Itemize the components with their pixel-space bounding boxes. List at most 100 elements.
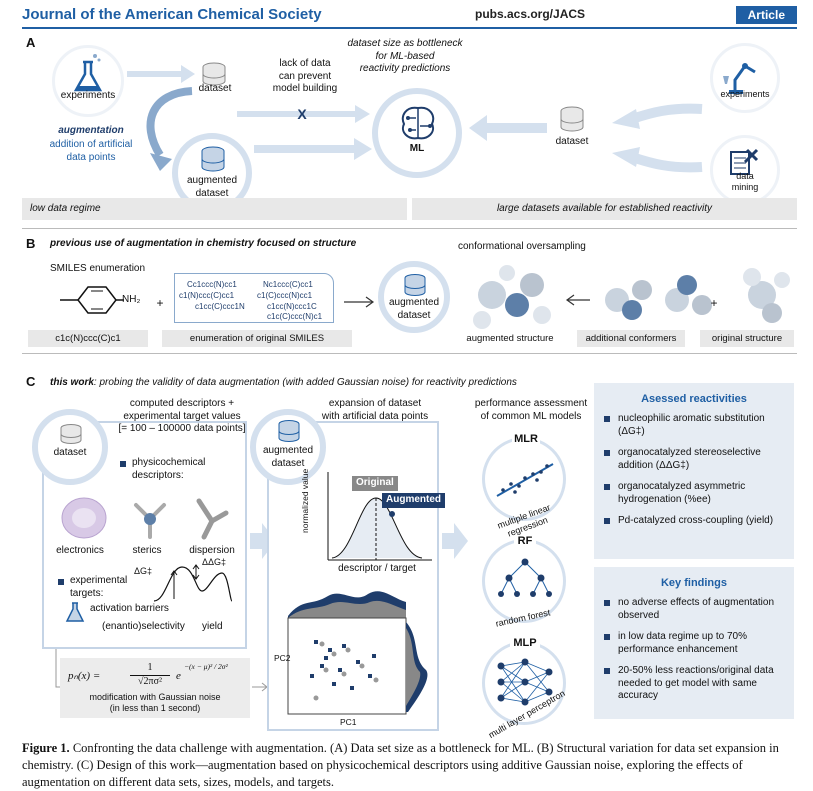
mlr-plot (496, 463, 554, 497)
mlp-label: MLP (510, 637, 540, 651)
key-findings-panel: Key findings no adverse effects of augme… (594, 567, 794, 719)
smiles-item-3: c1(C)ccc(N)cc1 (257, 291, 313, 300)
formula-numerator: 1 (130, 662, 170, 676)
arrow-to-aug-dataset-b (344, 296, 375, 308)
panel-c-label: C (26, 374, 36, 389)
pca-scatter (287, 591, 428, 715)
finding-item: no adverse effects of augmentation obser… (604, 597, 784, 622)
conformational-title: conformational oversampling (458, 241, 586, 252)
database-blue-b-icon (404, 274, 426, 296)
original-structure-text: original structure (711, 333, 783, 344)
additional-conformers-text: additional conformers (585, 333, 677, 344)
database-right-icon (560, 106, 584, 132)
modification-label: modification with Gaussian noise (in les… (89, 692, 221, 714)
rf-tree (498, 558, 552, 597)
reactivity-item: organocatalyzed asymmetric hydrogenation… (604, 481, 784, 506)
ml-circle (372, 88, 462, 178)
sterics-label: sterics (132, 545, 162, 556)
arrow-aug-to-ml (254, 138, 372, 160)
reactivities-title: Asessed reactivities (641, 393, 747, 405)
experiments-left-label: experiments (60, 90, 116, 101)
big-arrow-1 (250, 523, 276, 559)
figure-caption: Figure 1. Confronting the data challenge… (22, 740, 797, 791)
finding-item: 20-50% less reactions/original data need… (604, 665, 784, 703)
divider-ab (22, 228, 797, 229)
augmented-tag: Augmented (382, 493, 445, 508)
blocked-x-mark: X (297, 106, 307, 122)
original-structure-box: original structure (700, 330, 794, 347)
smiles-document: Cc1ccc(N)cc1 Nc1ccc(C)cc1 c1(N)ccc(C)cc1… (174, 273, 334, 323)
panel-c-title-bold: this work (50, 377, 94, 388)
computed-descriptors-text: computed descriptors + experimental targ… (118, 398, 246, 434)
reactivity-item: Pd-catalyzed cross-coupling (yield) (604, 515, 784, 528)
reactivity-item: nucleophilic aromatic substitution (ΔG‡) (604, 413, 784, 438)
formula-denominator: √2πσ² (138, 676, 162, 687)
physchem-label: physicochemical descriptors: (132, 457, 206, 481)
low-data-regime-text: low data regime (30, 203, 101, 214)
journal-url[interactable]: pubs.acs.org/JACS (475, 7, 586, 21)
brain-icon (401, 106, 435, 140)
conformer-molecules (473, 265, 790, 329)
additional-conformers-box: additional conformers (577, 330, 685, 347)
arrow-mining-to-dataset (612, 147, 703, 173)
smiles-item-0: Cc1ccc(N)cc1 (187, 280, 237, 289)
figure-1: A experiments dataset lack of data can p… (22, 33, 797, 740)
blocked-arrow (237, 105, 370, 123)
arrow-dataset-to-ml (469, 115, 547, 141)
experiments-right-label: experiments (720, 89, 770, 99)
bullet-physchem (120, 461, 126, 467)
original-smiles-box: c1c(N)ccc(C)c1 (28, 330, 148, 347)
dg-label: ΔG‡ (134, 566, 153, 576)
journal-header: Journal of the American Chemical Society… (22, 4, 797, 26)
additional-conformers (605, 275, 712, 320)
large-datasets-text: large datasets available for established… (496, 203, 713, 214)
enumeration-text: enumeration of original SMILES (189, 333, 325, 344)
data-mining-label: data mining (731, 171, 759, 193)
pc1-label: PC1 (340, 717, 357, 727)
ddg-label: ΔΔG‡ (202, 557, 227, 567)
aug-dataset-c-circle (250, 409, 326, 485)
smiles-item-4: c1cc(C)ccc1N (195, 302, 245, 311)
addition-label: addition of artificial data points (49, 139, 133, 163)
lack-of-data-text: lack of data can prevent model building (272, 58, 338, 94)
augmented-dataset-label: augmented dataset (186, 175, 238, 199)
aug-dataset-b-circle (378, 261, 450, 333)
big-arrow-2 (442, 523, 468, 559)
yield-label: yield (202, 621, 223, 632)
original-molecule (743, 268, 790, 323)
mlr-label: MLR (512, 433, 540, 447)
pickaxe-icon (730, 148, 759, 175)
toluidine-structure (60, 286, 124, 314)
smiles-enumeration-label: SMILES enumeration (50, 263, 146, 274)
data-mining-circle (710, 135, 780, 205)
aug-dataset-c-label: augmented dataset (262, 445, 314, 469)
nh2-label: NH₂ (122, 294, 141, 305)
smiles-item-6: c1c(C)ccc(N)c1 (267, 312, 323, 321)
header-rule (22, 27, 797, 29)
flask-small-icon (65, 602, 85, 622)
dataset-right-label: dataset (555, 136, 589, 147)
key-findings-title: Key findings (660, 577, 727, 589)
panel-c-title: this work: probing the validity of data … (50, 377, 517, 390)
dataset-c-circle (32, 409, 108, 485)
descriptor-target-label: descriptor / target (338, 563, 416, 574)
augmented-structure-label: augmented structure (466, 333, 554, 344)
low-data-regime-bar: low data regime (22, 198, 407, 220)
caption-text: Confronting the data challenge with augm… (22, 741, 779, 789)
formula-e: e (176, 670, 181, 682)
bottleneck-text: dataset size as bottleneck for ML-based … (347, 38, 463, 74)
selectivity-label: (enantio)selectivity (102, 621, 185, 632)
journal-title: Journal of the American Chemical Society (22, 6, 322, 23)
original-tag: Original (352, 476, 398, 491)
original-smiles-text: c1c(N)ccc(C)c1 (55, 333, 121, 344)
panel-b-label: B (26, 236, 36, 251)
findings-list: no adverse effects of augmentation obser… (594, 597, 794, 703)
database-grey-c-icon (60, 424, 82, 444)
robot-arm-icon (723, 63, 756, 94)
activation-barriers-label: activation barriers (90, 603, 169, 614)
rf-label: RF (514, 535, 536, 549)
caption-label: Figure 1. (22, 741, 70, 755)
enumeration-box: enumeration of original SMILES (162, 330, 352, 347)
smiles-item-5: c1cc(N)ccc1C (267, 302, 317, 311)
panel-b-title: previous use of augmentation in chemistr… (50, 238, 357, 249)
